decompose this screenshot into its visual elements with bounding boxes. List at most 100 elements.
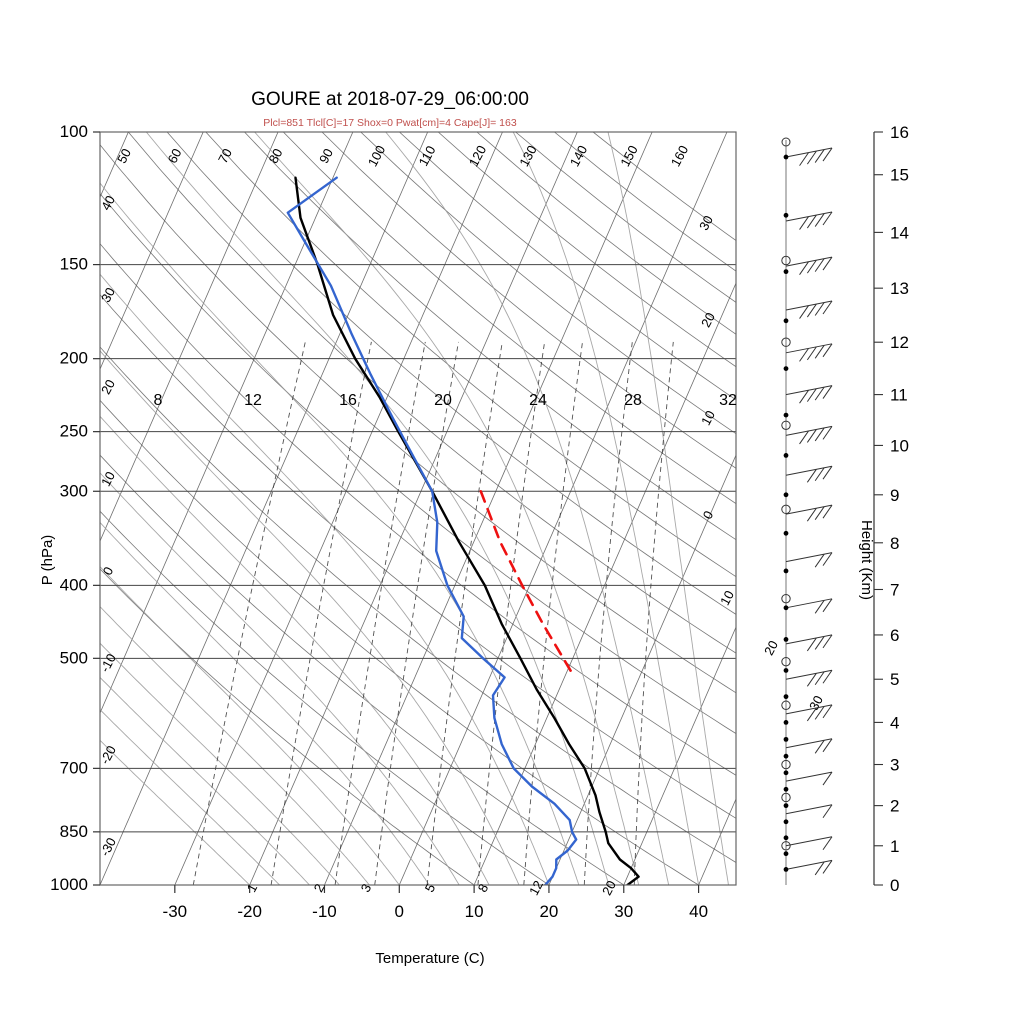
pressure-tick-label: 200 — [60, 349, 88, 368]
page-title: GOURE at 2018-07-29_06:00:00 — [251, 89, 529, 110]
isotherm-label-right: 30 — [806, 693, 826, 713]
pressure-tick-label: 850 — [60, 822, 88, 841]
moist-adiabat-label: 24 — [529, 392, 547, 409]
wind-barb — [785, 738, 833, 754]
wind-level-ring — [781, 337, 791, 347]
isotherm-label-right: 10 — [717, 588, 737, 608]
wind-barb — [785, 465, 833, 483]
wind-barb-column — [781, 137, 833, 885]
wind-level-dot — [783, 453, 789, 458]
height-tick-label: 16 — [890, 123, 909, 142]
pressure-tick-label: 400 — [60, 575, 88, 594]
dry-adiabat-label: 90 — [316, 146, 336, 166]
temperature-tick-label: 10 — [465, 902, 484, 921]
pressure-tick-label: 150 — [60, 255, 88, 274]
isotherm-label-left: 30 — [98, 285, 118, 305]
temperature-tick-label: 20 — [539, 902, 558, 921]
pressure-tick-label: 700 — [60, 758, 88, 777]
wind-barb — [785, 598, 833, 614]
wind-level-dot — [783, 492, 789, 498]
isotherm-label-right: 10 — [698, 408, 718, 428]
wind-level-ring — [781, 841, 791, 851]
wind-barb — [785, 147, 833, 166]
dry-adiabat-label: 80 — [266, 146, 286, 166]
wind-level-ring — [781, 792, 791, 803]
temperature-axis-label: Temperature (C) — [375, 950, 484, 967]
mixing-ratio-label: 12 — [526, 878, 546, 898]
temperature-tick-label: -20 — [237, 902, 262, 921]
pressure-axis-label: P (hPa) — [39, 535, 56, 586]
grid-layer — [100, 132, 736, 885]
moist-adiabat-label: 32 — [719, 392, 737, 409]
wind-level-dot — [783, 212, 789, 218]
height-tick-label: 3 — [890, 756, 899, 775]
pressure-tick-label: 100 — [60, 122, 88, 141]
mixing-ratio-label: 20 — [599, 878, 619, 898]
wind-level-ring — [781, 656, 791, 667]
moist-adiabat-label: 28 — [624, 392, 642, 409]
moist-adiabat-label: 20 — [434, 392, 452, 409]
dry-adiabat-label: 70 — [215, 146, 235, 166]
wind-barb — [785, 634, 833, 652]
wind-level-dot — [783, 736, 789, 742]
profile-curves — [286, 176, 640, 885]
wind-level-dot — [783, 867, 789, 872]
moist-adiabat-label: 12 — [244, 392, 262, 409]
wind-level-dot — [783, 668, 789, 673]
isotherm-label-right: 20 — [698, 310, 718, 330]
wind-barb — [785, 425, 833, 445]
isotherm-label-right: 20 — [761, 638, 781, 658]
wind-barb — [785, 804, 833, 819]
height-tick-label: 15 — [890, 166, 909, 185]
temperature-tick-label: -30 — [163, 902, 188, 921]
wind-level-dot — [783, 530, 789, 536]
height-tick-label: 4 — [890, 713, 899, 732]
wind-barb — [785, 859, 833, 876]
height-tick-label: 5 — [890, 670, 899, 689]
wind-level-ring — [781, 255, 791, 266]
temperature-tick-label: 30 — [614, 902, 633, 921]
height-tick-label: 13 — [890, 279, 909, 298]
wind-level-dot — [783, 770, 789, 776]
wind-level-dot — [783, 637, 789, 642]
wind-barb — [781, 137, 791, 147]
wind-barb — [785, 385, 833, 404]
pressure-tick-label: 500 — [60, 648, 88, 667]
dry-adiabat-label: 50 — [114, 146, 134, 166]
pressure-tick-label: 1000 — [50, 875, 88, 894]
wind-barb — [785, 256, 833, 275]
height-tick-label: 9 — [890, 486, 899, 505]
wind-barb — [785, 669, 833, 687]
wind-barb — [785, 552, 833, 568]
chart-subtitle: Plcl=851 Tlcl[C]=17 Shox=0 Pwat[cm]=4 Ca… — [263, 117, 517, 129]
wind-level-ring — [781, 420, 791, 430]
height-tick-label: 6 — [890, 626, 899, 645]
height-tick-label: 8 — [890, 534, 899, 553]
temperature-curve — [294, 176, 640, 885]
moist-adiabat-label: 16 — [339, 392, 357, 409]
height-tick-label: 0 — [890, 876, 899, 895]
wind-barb — [785, 836, 833, 851]
wind-level-ring — [781, 504, 791, 515]
moist-adiabat-label: 8 — [154, 392, 163, 409]
pressure-tick-label: 300 — [60, 481, 88, 500]
height-tick-label: 14 — [890, 223, 909, 242]
height-axis-label: Height (Km) — [858, 520, 875, 600]
isotherm-label-right: 30 — [696, 213, 716, 233]
wind-level-dot — [783, 851, 789, 857]
wind-barb — [785, 771, 833, 786]
wind-level-dot — [783, 753, 789, 759]
dewpoint-curve — [286, 176, 578, 885]
pressure-tick-label: 250 — [60, 422, 88, 441]
wind-level-ring — [781, 759, 791, 770]
plot-frame — [99, 131, 737, 886]
temperature-tick-label: 40 — [689, 902, 708, 921]
wind-level-dot — [783, 694, 789, 700]
wind-level-dot — [783, 803, 789, 809]
wind-level-ring — [781, 700, 791, 710]
isotherm-label-left: 20 — [98, 377, 118, 397]
wind-level-dot — [783, 318, 789, 324]
wind-level-dot — [783, 269, 789, 275]
